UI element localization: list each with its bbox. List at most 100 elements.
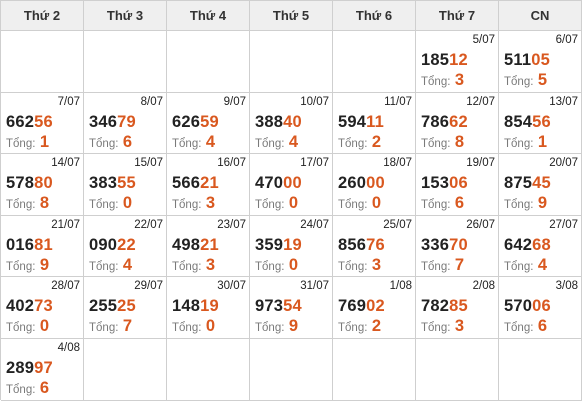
total-line: Tổng: 5 — [504, 71, 547, 90]
day-date: 29/07 — [134, 280, 163, 293]
result-prefix: 185 — [421, 51, 450, 69]
weekday-header-row: Thứ 2 Thứ 3 Thứ 4 Thứ 5 Thứ 6 Thứ 7 CN — [1, 1, 582, 31]
result-number: 76902 — [338, 297, 385, 316]
total-label: Tổng: — [6, 383, 36, 396]
day-cell: 12/07 78662 Tổng: 8 — [416, 92, 499, 155]
total-line: Tổng: 0 — [172, 317, 215, 336]
result-number: 38840 — [255, 113, 302, 132]
total-value: 0 — [288, 255, 299, 274]
total-line: Tổng: 8 — [6, 194, 49, 213]
total-label: Tổng: — [338, 322, 368, 335]
result-prefix: 148 — [172, 297, 201, 316]
result-last-two: 00 — [283, 174, 302, 193]
result-number: 35919 — [255, 236, 302, 255]
day-date: 27/07 — [549, 218, 578, 231]
total-value: 2 — [371, 317, 382, 336]
day-date: 30/07 — [217, 280, 246, 293]
result-number: 66256 — [6, 113, 53, 132]
result-prefix: 346 — [89, 112, 118, 131]
day-date: 25/07 — [383, 218, 412, 231]
weekday-header: CN — [499, 1, 582, 31]
day-cell: 26/07 33670 Tổng: 7 — [416, 215, 499, 278]
total-label: Tổng: — [504, 322, 534, 335]
total-value: 6 — [454, 194, 465, 213]
day-date: 1/08 — [389, 280, 412, 293]
total-line: Tổng: 0 — [255, 256, 298, 275]
day-cell: 9/07 62659 Tổng: 4 — [167, 92, 250, 155]
total-line: Tổng: 3 — [172, 256, 215, 275]
day-cell: 1/08 76902 Tổng: 2 — [333, 277, 416, 339]
day-date: 16/07 — [217, 157, 246, 170]
total-line: Tổng: 1 — [6, 133, 49, 152]
day-date: 12/07 — [466, 95, 495, 108]
day-date: 19/07 — [466, 157, 495, 170]
total-value: 8 — [39, 194, 50, 213]
result-number: 57880 — [6, 174, 53, 193]
total-line: Tổng: 2 — [338, 133, 381, 152]
result-last-two: 62 — [449, 112, 468, 131]
day-date: 20/07 — [549, 157, 578, 170]
week-row: 28/07 40273 Tổng: 0 29/07 25525 Tổng: 7 30/07 1… — [1, 277, 582, 339]
total-value: 4 — [537, 255, 548, 274]
weekday-header: Thứ 7 — [416, 1, 499, 31]
day-date: 3/08 — [555, 280, 578, 293]
total-line: Tổng: 1 — [504, 133, 547, 152]
total-label: Tổng: — [6, 199, 36, 212]
weekday-header: Thứ 3 — [84, 1, 167, 31]
total-value: 0 — [371, 194, 382, 213]
total-value: 2 — [371, 132, 382, 151]
day-cell: 2/08 78285 Tổng: 3 — [416, 277, 499, 339]
total-label: Tổng: — [338, 199, 368, 212]
total-label: Tổng: — [89, 137, 119, 150]
total-line: Tổng: 0 — [6, 317, 49, 336]
total-value: 0 — [205, 317, 216, 336]
result-last-two: 19 — [283, 235, 302, 254]
result-number: 87545 — [504, 174, 551, 193]
total-line: Tổng: 6 — [89, 133, 132, 152]
total-line: Tổng: 9 — [6, 256, 49, 275]
result-last-two: 40 — [283, 112, 302, 131]
total-value: 6 — [122, 132, 133, 151]
day-cell: 30/07 14819 Tổng: 0 — [167, 277, 250, 339]
total-value: 3 — [205, 194, 216, 213]
result-prefix: 511 — [504, 51, 532, 69]
total-line: Tổng: 4 — [504, 256, 547, 275]
day-date: 15/07 — [134, 157, 163, 170]
total-line: Tổng: 0 — [89, 194, 132, 213]
total-line: Tổng: 6 — [421, 194, 464, 213]
result-last-two: 55 — [117, 174, 136, 193]
total-value: 4 — [288, 132, 299, 151]
total-label: Tổng: — [504, 137, 534, 150]
day-cell: 13/07 85456 Tổng: 1 — [499, 92, 582, 155]
day-cell: 7/07 66256 Tổng: 1 — [1, 92, 84, 155]
result-prefix: 662 — [6, 112, 35, 131]
total-label: Tổng: — [421, 137, 451, 150]
day-date: 18/07 — [383, 157, 412, 170]
result-last-two: 05 — [531, 51, 550, 69]
total-label: Tổng: — [255, 322, 285, 335]
total-value: 0 — [122, 194, 133, 213]
total-label: Tổng: — [255, 199, 285, 212]
total-line: Tổng: 2 — [338, 317, 381, 336]
total-value: 9 — [537, 194, 548, 213]
result-number: 49821 — [172, 236, 219, 255]
result-prefix: 594 — [338, 112, 367, 131]
total-label: Tổng: — [255, 260, 285, 273]
total-label: Tổng: — [421, 322, 451, 335]
result-last-two: 81 — [34, 235, 53, 254]
result-number: 64268 — [504, 236, 551, 255]
total-label: Tổng: — [338, 260, 368, 273]
weekday-header: Thứ 6 — [333, 1, 416, 31]
result-prefix: 336 — [421, 235, 450, 254]
total-line: Tổng: 3 — [421, 317, 464, 336]
result-prefix: 769 — [338, 297, 367, 316]
day-cell: 27/07 64268 Tổng: 4 — [499, 215, 582, 278]
weekday-header: Thứ 5 — [250, 1, 333, 31]
result-number: 78662 — [421, 113, 468, 132]
result-last-two: 45 — [532, 174, 551, 193]
day-cell: 6/07 51105 Tổng: 5 — [499, 31, 582, 93]
result-number: 56621 — [172, 174, 219, 193]
weekday-header: Thứ 2 — [1, 1, 84, 31]
total-label: Tổng: — [89, 260, 119, 273]
total-label: Tổng: — [255, 137, 285, 150]
